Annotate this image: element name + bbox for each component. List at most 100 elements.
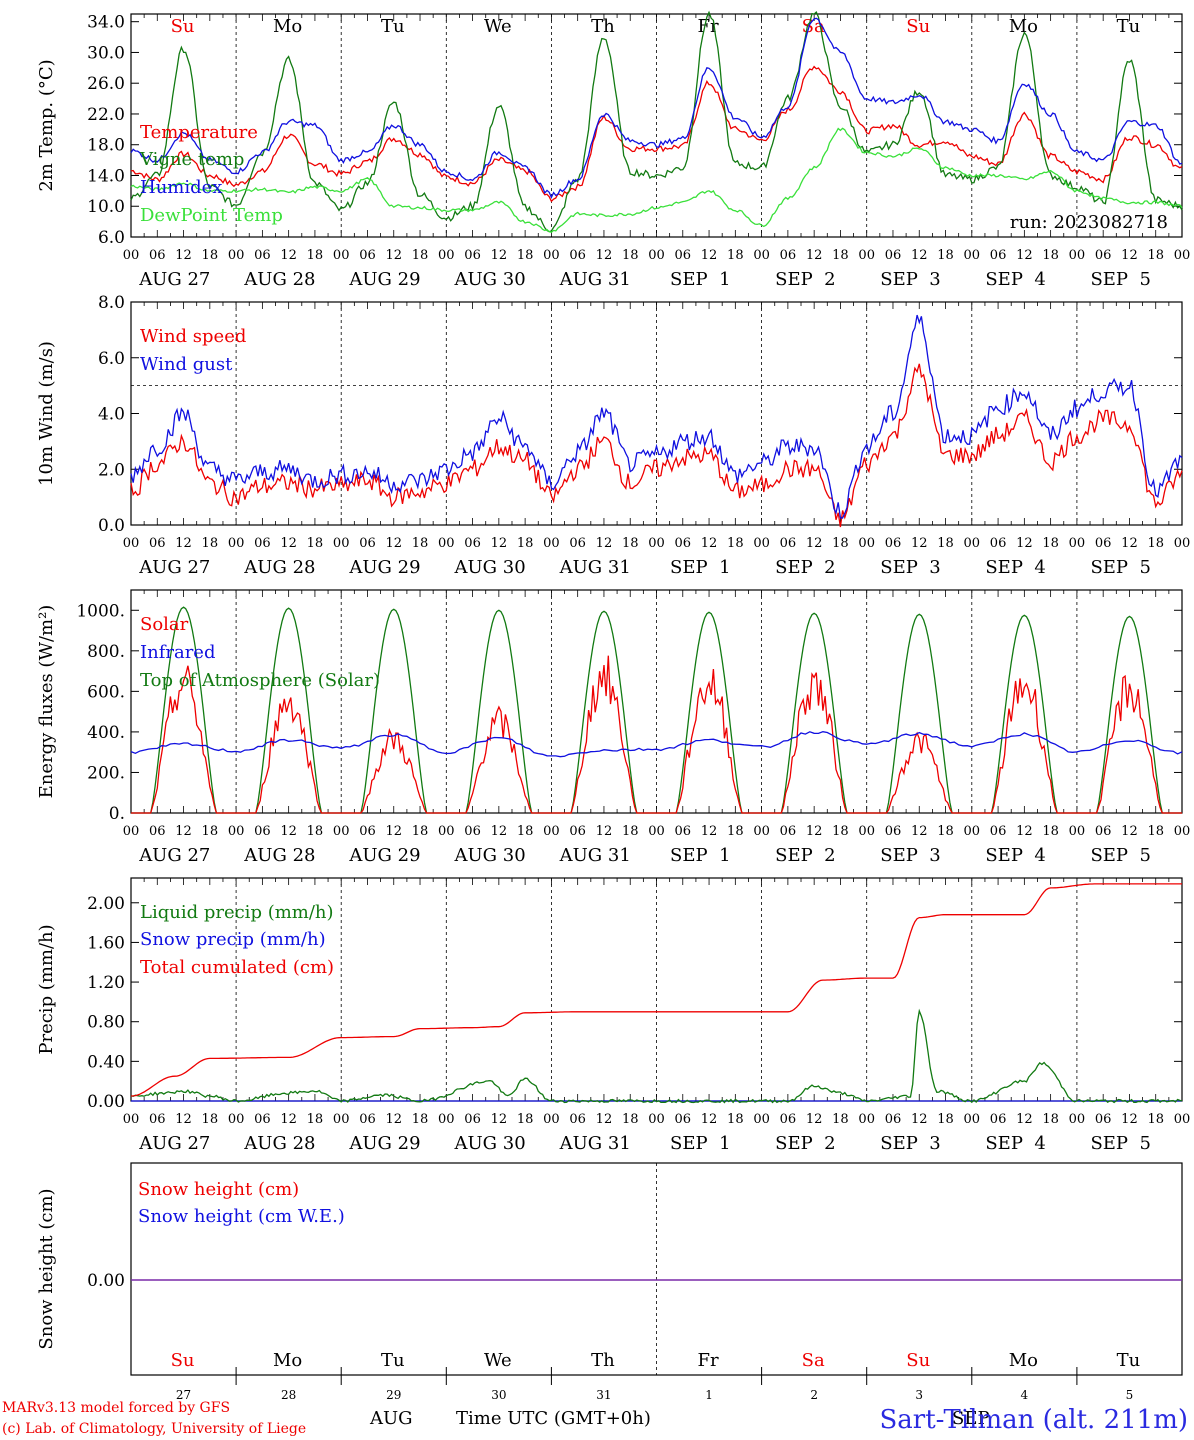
day-label: AUG 31	[559, 1133, 631, 1154]
legend-entry: Humidex	[140, 177, 222, 198]
hour-label: 12	[701, 248, 718, 263]
hour-label: 00	[964, 824, 981, 839]
hour-label: 18	[412, 824, 429, 839]
legend-entry: Vigne temp	[139, 149, 244, 170]
y-tick-label: 6.0	[98, 349, 125, 369]
hour-label: 00	[858, 536, 875, 551]
hour-label: 00	[123, 248, 140, 263]
hour-label: 18	[1147, 824, 1164, 839]
day-label: SEP 1	[670, 557, 730, 578]
hour-label: 12	[280, 248, 297, 263]
series-humidex	[130, 17, 1183, 199]
hour-label: 18	[832, 1112, 849, 1127]
day-label: SEP 5	[1090, 557, 1150, 578]
hour-label: 00	[228, 1112, 245, 1127]
hour-label: 18	[622, 1112, 639, 1127]
hour-label: 00	[228, 824, 245, 839]
day-label: SEP 3	[880, 845, 940, 866]
hour-label: 18	[622, 824, 639, 839]
hour-label: 18	[832, 248, 849, 263]
day-label: AUG 28	[243, 269, 315, 290]
legend-entry: Snow height (cm)	[138, 1179, 299, 1200]
hour-label: 06	[359, 248, 376, 263]
weekday-label: Th	[591, 1350, 615, 1371]
hour-label: 18	[1147, 248, 1164, 263]
y-tick-label: 1000.	[76, 601, 125, 621]
hour-label: 06	[675, 824, 692, 839]
month-label-sep: SEP	[952, 1408, 990, 1429]
y-tick-label: 1.20	[87, 973, 125, 993]
hour-label: 12	[491, 248, 508, 263]
hour-label: 00	[858, 824, 875, 839]
weekday-label: We	[484, 1350, 512, 1371]
hour-label: 18	[412, 248, 429, 263]
y-tick-label: 34.0	[87, 13, 125, 33]
weekday-label: Mo	[273, 16, 302, 37]
y-tick-label: 22.0	[87, 105, 125, 125]
weekday-label: Th	[591, 16, 615, 37]
hour-label: 06	[569, 248, 586, 263]
hour-label: 00	[123, 824, 140, 839]
hour-label: 06	[675, 1112, 692, 1127]
series-vigne-temp	[130, 10, 1183, 233]
hour-label: 12	[911, 248, 928, 263]
legend-entry: Wind speed	[140, 326, 246, 347]
hour-label: 18	[412, 1112, 429, 1127]
day-label: AUG 28	[243, 845, 315, 866]
hour-label: 12	[911, 536, 928, 551]
y-tick-label: 0.00	[87, 1271, 125, 1291]
hour-label: 18	[307, 248, 324, 263]
hour-label: 18	[307, 1112, 324, 1127]
day-number: 2	[810, 1388, 818, 1402]
legend-entry: Snow precip (mm/h)	[140, 929, 326, 950]
panel-energy: 0. 200. 400. 600. 800. 1000. Energy fluxes (W/…	[36, 589, 1190, 866]
day-label: AUG 27	[138, 269, 210, 290]
hour-label: 12	[385, 536, 402, 551]
plot-frame-wind	[130, 301, 1183, 526]
day-number: 31	[596, 1388, 611, 1402]
hour-label: 18	[1042, 536, 1059, 551]
hour-label: 12	[1121, 248, 1138, 263]
day-label: SEP 2	[775, 269, 835, 290]
credit-lab: (c) Lab. of Climatology, University of L…	[2, 1421, 306, 1437]
y-tick-label: 0.00	[87, 1092, 125, 1112]
hour-label: 12	[491, 1112, 508, 1127]
time-axis-label: Time UTC (GMT+0h)	[456, 1408, 651, 1429]
hour-label: 00	[1069, 248, 1086, 263]
series-liquid-precip	[130, 1008, 1183, 1104]
weekday-label: Tu	[1117, 1350, 1141, 1371]
hour-label: 06	[675, 248, 692, 263]
hour-label: 06	[254, 536, 271, 551]
hour-label: 00	[1069, 536, 1086, 551]
hour-label: 00	[333, 248, 350, 263]
y-tick-label: 0.40	[87, 1052, 125, 1072]
hour-label: 00	[648, 1112, 665, 1127]
series-dewpoint-temp	[130, 127, 1183, 234]
hour-label: 00	[753, 536, 770, 551]
hour-label: 06	[464, 1112, 481, 1127]
day-label: AUG 27	[138, 1133, 210, 1154]
y-axis-label-temp: 2m Temp. (°C)	[36, 59, 57, 191]
hour-label: 06	[359, 536, 376, 551]
hour-label: 18	[517, 824, 534, 839]
day-label: AUG 27	[138, 845, 210, 866]
hour-label: 00	[543, 1112, 560, 1127]
hour-label: 06	[885, 536, 902, 551]
weekday-label: Mo	[273, 1350, 302, 1371]
day-label: SEP 1	[670, 1133, 730, 1154]
hour-label: 06	[780, 824, 797, 839]
day-label: AUG 31	[559, 557, 631, 578]
hour-label: 00	[438, 536, 455, 551]
hour-label: 12	[806, 248, 823, 263]
hour-label: 12	[385, 1112, 402, 1127]
y-tick-label: 4.0	[98, 405, 125, 425]
hour-label: 18	[517, 248, 534, 263]
hour-label: 12	[596, 536, 613, 551]
hour-label: 18	[1042, 1112, 1059, 1127]
hour-label: 12	[806, 536, 823, 551]
day-label: AUG 30	[453, 557, 525, 578]
hour-label: 00	[648, 824, 665, 839]
hour-label: 18	[307, 536, 324, 551]
day-number: 5	[1126, 1388, 1134, 1402]
weekday-label: Sa	[802, 1350, 825, 1371]
